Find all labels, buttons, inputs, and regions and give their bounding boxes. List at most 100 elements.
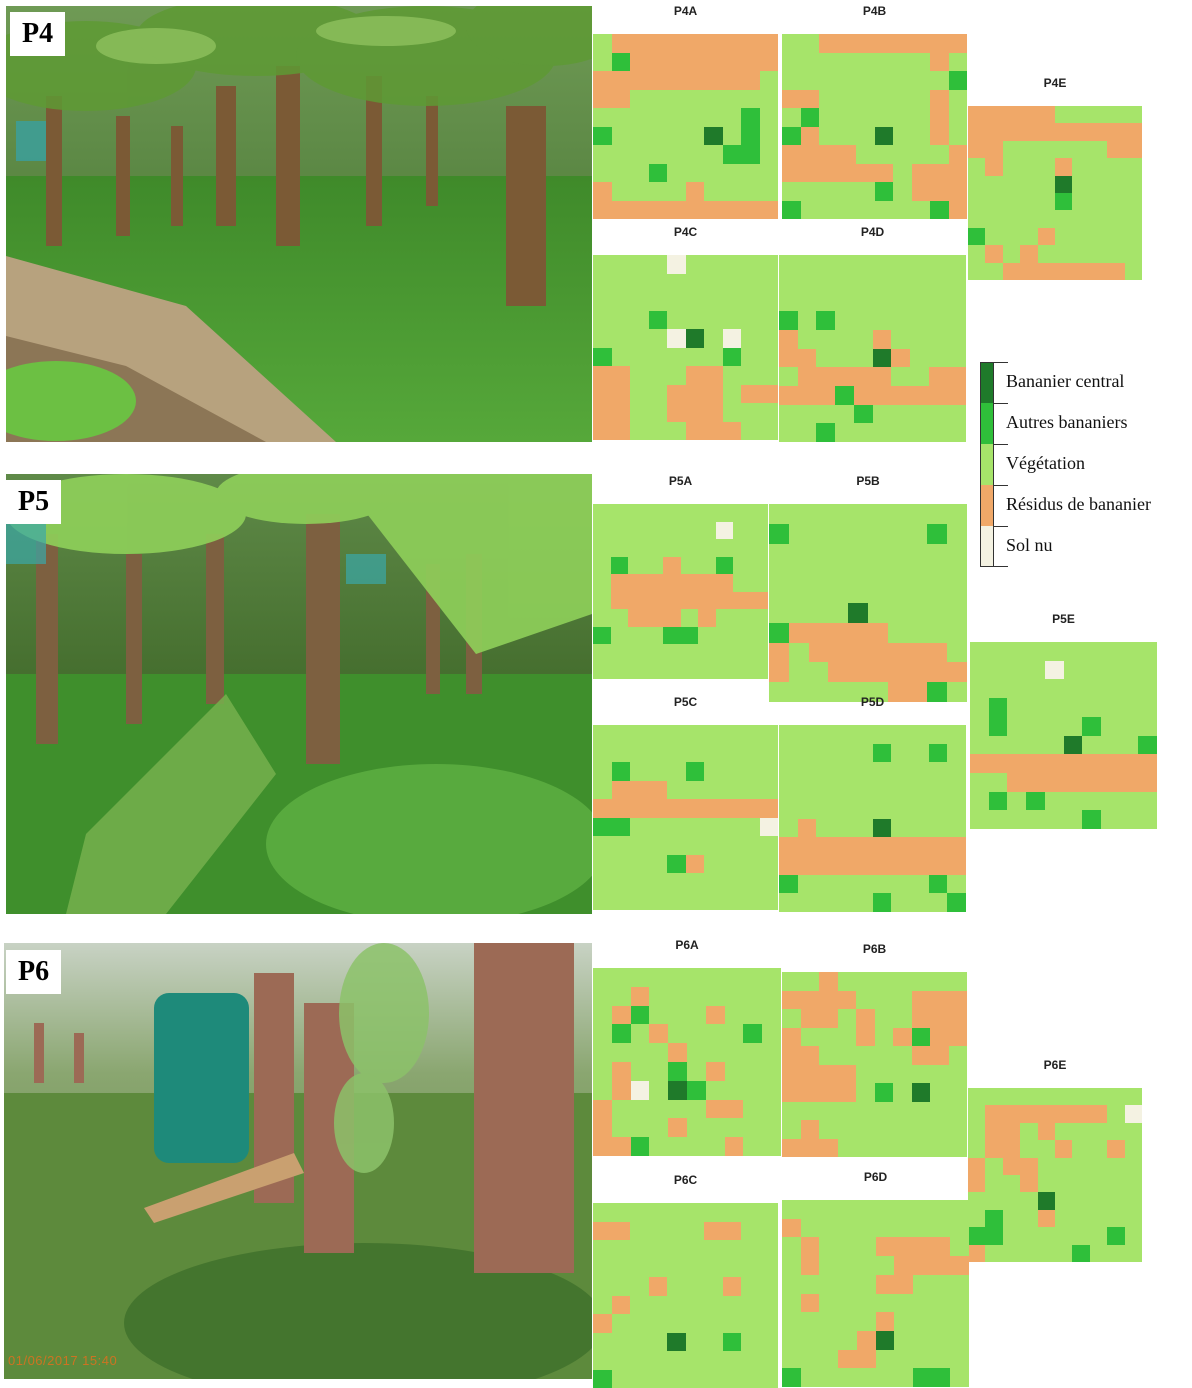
grid-cell: [854, 781, 873, 800]
grid-cell: [856, 991, 875, 1010]
grid-cell: [667, 1351, 686, 1370]
grid-cell: [649, 1277, 668, 1296]
grid-cell: [667, 1370, 686, 1388]
grid-cell: [985, 1105, 1002, 1122]
grid-cell: [854, 367, 873, 386]
grid-cell: [686, 1277, 705, 1296]
grid-cell: [612, 725, 631, 744]
grid-cell: [949, 34, 968, 53]
grid-cell: [630, 71, 649, 90]
grid-cell: [704, 1222, 723, 1241]
grid-cell: [891, 405, 910, 424]
grid-cell: [1026, 792, 1045, 811]
legend-label-autres-bananiers: Autres bananiers: [1006, 412, 1127, 433]
grid-cell: [801, 182, 820, 201]
grid-cell: [593, 1006, 612, 1025]
grid-cell: [1072, 1245, 1089, 1262]
grid-cell: [819, 1350, 838, 1369]
grid-cell: [769, 504, 789, 524]
grid-cell: [611, 627, 629, 645]
grid-cell: [910, 386, 929, 405]
grid-cell: [667, 127, 686, 146]
grid-cell: [630, 182, 649, 201]
grid-cell: [968, 158, 985, 175]
grid-cell: [1055, 1210, 1072, 1227]
grid-cell: [798, 781, 817, 800]
grid-cell: [723, 1222, 742, 1241]
grid-title: P6C: [593, 1173, 778, 1187]
grid-cell: [985, 141, 1002, 158]
grid-cell: [891, 274, 910, 293]
grid-cell: [828, 662, 848, 682]
grid-cell: [828, 563, 848, 583]
grid-cell: [1003, 1175, 1020, 1192]
grid-cell: [950, 1368, 969, 1387]
grid-cell: [970, 810, 989, 829]
grid-cell: [891, 725, 910, 744]
grid-cell: [912, 182, 931, 201]
grid-cell: [873, 274, 892, 293]
grid-cell: [932, 1237, 951, 1256]
grid-cell: [835, 762, 854, 781]
grid-cell: [716, 539, 734, 557]
grid-cell: [1125, 193, 1142, 210]
grid-cell: [894, 1350, 913, 1369]
grid-cell: [779, 856, 798, 875]
grid-cell: [760, 818, 779, 837]
grid-cell: [1003, 1158, 1020, 1175]
grid-cell: [835, 330, 854, 349]
grid-cell: [723, 1333, 742, 1352]
grid-cell: [649, 1118, 668, 1137]
grid-cell: [848, 563, 868, 583]
grid-cell: [612, 1277, 631, 1296]
grid-cell: [876, 1275, 895, 1294]
grid-title: P4E: [968, 76, 1142, 90]
grid-cell: [819, 164, 838, 183]
grid-cell: [929, 893, 948, 912]
grid-cell: [686, 422, 705, 441]
grid-cell: [716, 522, 734, 540]
grid-cell: [1003, 106, 1020, 123]
grid-cell: [1101, 810, 1120, 829]
grid-cell: [751, 557, 769, 575]
grid-cell: [888, 662, 908, 682]
grid-cell: [1020, 1210, 1037, 1227]
grid-cell: [1020, 245, 1037, 262]
grid-cell: [704, 255, 723, 274]
grid-cell: [856, 1065, 875, 1084]
grid-cell: [819, 1139, 838, 1158]
grid-cell: [819, 1009, 838, 1028]
grid-cell: [912, 164, 931, 183]
grid-cell: [968, 1158, 985, 1175]
grid-cell: [743, 1024, 762, 1043]
grid-cell: [1072, 263, 1089, 280]
grid-cell: [1107, 106, 1124, 123]
grid-cell: [741, 836, 760, 855]
grid-cell: [809, 603, 829, 623]
grid-cell: [819, 972, 838, 991]
grid-cell: [1090, 1140, 1107, 1157]
grid-cell: [698, 504, 716, 522]
grid-cell: [593, 1043, 612, 1062]
grid-cell: [856, 201, 875, 220]
grid-cell: [929, 330, 948, 349]
grid-map-p6b: [782, 972, 967, 1157]
grid-cell: [667, 201, 686, 220]
grid-cell: [854, 330, 873, 349]
grid-cell: [968, 1088, 985, 1105]
grid-cell: [667, 744, 686, 763]
grid-cell: [893, 1102, 912, 1121]
grid-cell: [667, 255, 686, 274]
grid-cell: [947, 875, 966, 894]
grid-cell: [779, 292, 798, 311]
grid-map-p6a: [593, 968, 781, 1156]
grid-cell: [1072, 193, 1089, 210]
grid-cell: [816, 330, 835, 349]
grid-cell: [611, 662, 629, 680]
grid-cell: [816, 725, 835, 744]
grid-cell: [819, 1237, 838, 1256]
grid-cell: [649, 1024, 668, 1043]
grid-cell: [835, 725, 854, 744]
grid-cell: [985, 263, 1002, 280]
grid-cell: [950, 1219, 969, 1238]
